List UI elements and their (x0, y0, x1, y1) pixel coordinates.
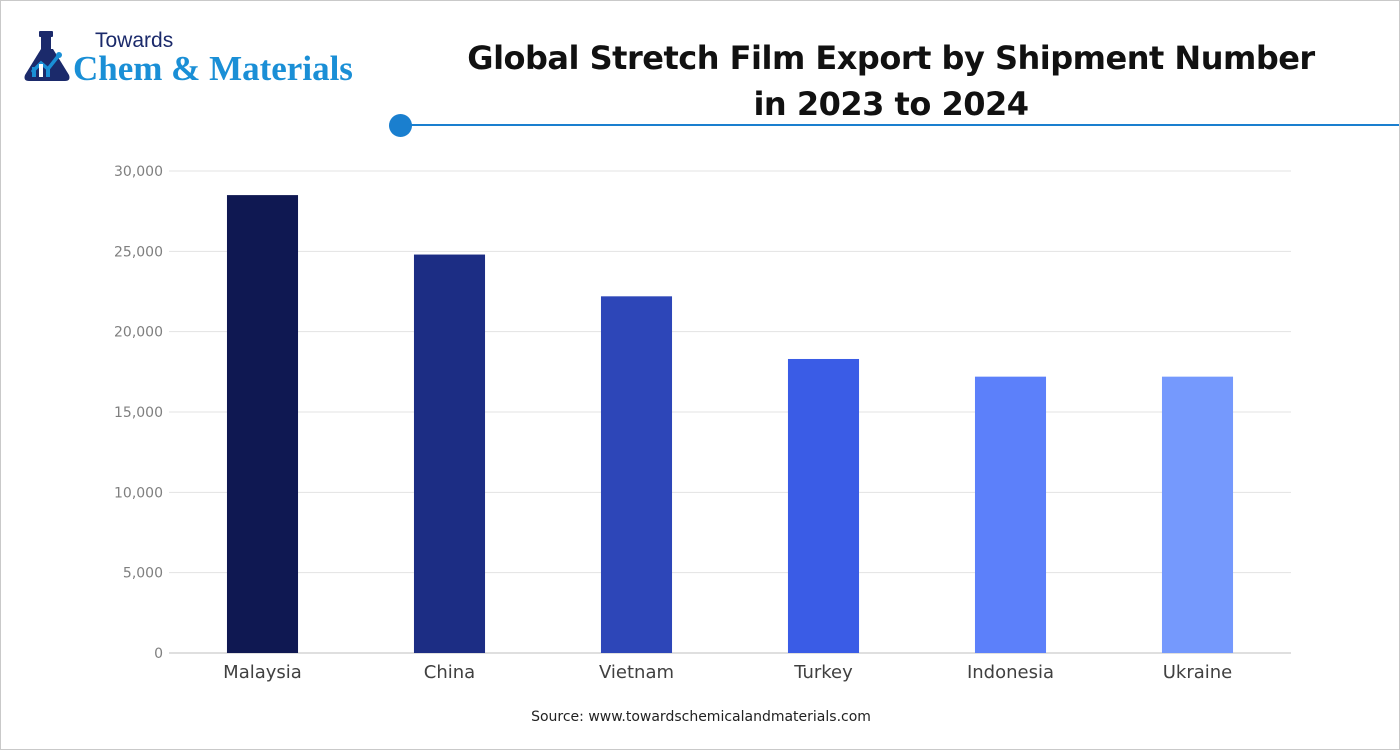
logo-main-text: Chem & Materials (73, 49, 353, 88)
x-tick-label: Malaysia (223, 662, 302, 683)
x-tick-label: China (424, 662, 475, 683)
x-tick-label: Vietnam (599, 662, 674, 683)
chart-title: Global Stretch Film Export by Shipment N… (441, 35, 1341, 127)
y-tick-label: 5,000 (123, 566, 163, 582)
x-tick-label: Ukraine (1163, 662, 1233, 683)
bar-china (413, 254, 486, 653)
brand-logo: Towards Chem & Materials (21, 27, 401, 91)
y-tick-label: 25,000 (114, 244, 163, 260)
bar-turkey (787, 358, 860, 653)
title-underline-dot (389, 114, 412, 137)
source-note: Source: www.towardschemicalandmaterials.… (531, 709, 871, 725)
bar-ukraine (1161, 376, 1234, 653)
y-tick-label: 30,000 (114, 164, 163, 180)
y-tick-label: 10,000 (114, 485, 163, 501)
y-tick-label: 20,000 (114, 325, 163, 341)
x-tick-label: Indonesia (967, 662, 1054, 683)
chart-title-line-2: in 2023 to 2024 (753, 85, 1029, 123)
bar-malaysia (226, 195, 299, 653)
y-tick-label: 0 (154, 646, 163, 662)
x-tick-label: Turkey (793, 662, 853, 683)
bar-indonesia (974, 376, 1047, 653)
flask-icon (24, 31, 70, 81)
y-tick-label: 15,000 (114, 405, 163, 421)
title-underline (401, 124, 1399, 126)
chart-title-line-1: Global Stretch Film Export by Shipment N… (467, 39, 1315, 77)
bar-vietnam (600, 296, 673, 653)
logo-towards-text: Towards (95, 29, 174, 52)
